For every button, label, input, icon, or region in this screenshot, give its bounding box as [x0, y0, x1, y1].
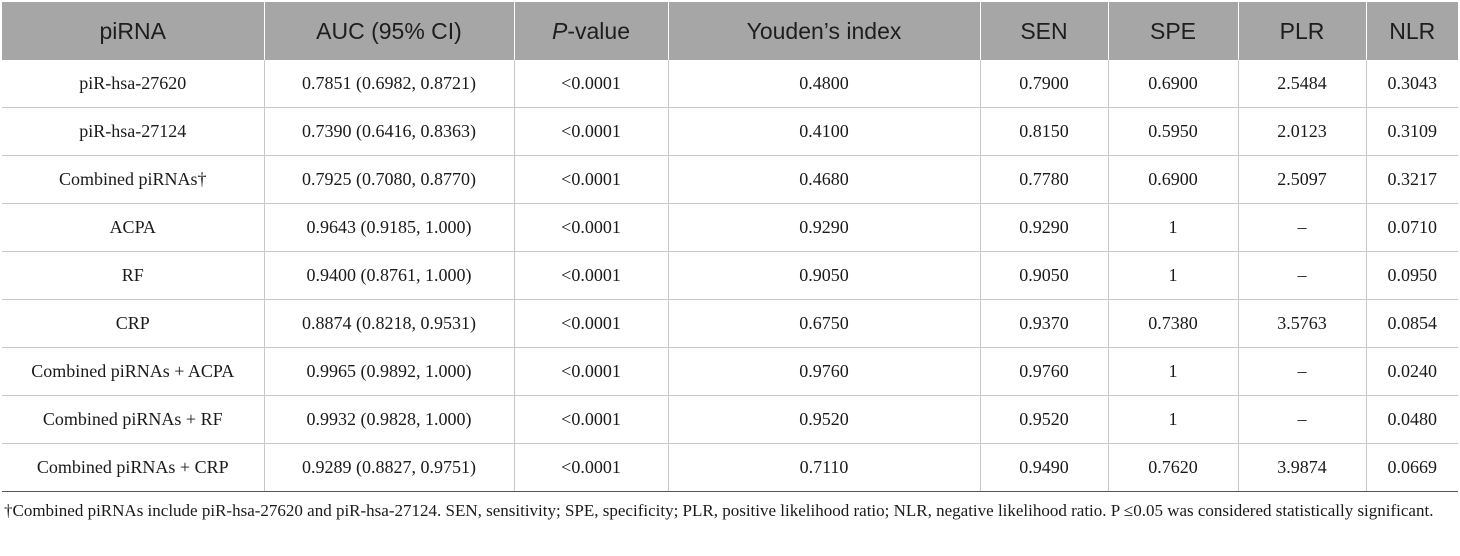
table-container: piRNA AUC (95% CI) P-value Youden’s inde… [2, 2, 1458, 522]
cell-pirna: Combined piRNAs† [2, 155, 264, 204]
cell-sen: 0.9520 [979, 395, 1108, 444]
table-body: piR-hsa-27620 0.7851 (0.6982, 0.8721) <0.0… [2, 60, 1458, 492]
cell-youden: 0.9520 [667, 395, 980, 444]
cell-spe: 1 [1107, 251, 1238, 300]
table-footnote: †Combined piRNAs include piR-hsa-27620 a… [4, 501, 1434, 520]
header-youden: Youden’s index [667, 2, 980, 60]
cell-sen: 0.8150 [979, 107, 1108, 156]
table-row: ACPA 0.9643 (0.9185, 1.000) <0.0001 0.9290 0… [2, 203, 1458, 252]
cell-youden: 0.4680 [667, 155, 980, 204]
table-header-row: piRNA AUC (95% CI) P-value Youden’s inde… [2, 2, 1458, 60]
cell-auc: 0.9289 (0.8827, 0.9751) [263, 443, 514, 492]
cell-plr: 2.5484 [1237, 60, 1366, 108]
cell-spe: 0.7380 [1107, 299, 1238, 348]
cell-plr: – [1237, 347, 1366, 396]
cell-sen: 0.7900 [979, 60, 1108, 108]
table-row: Combined piRNAs† 0.7925 (0.7080, 0.8770) <… [2, 155, 1458, 204]
table-row: CRP 0.8874 (0.8218, 0.9531) <0.0001 0.6750 0… [2, 299, 1458, 348]
cell-plr: 2.0123 [1237, 107, 1366, 156]
cell-nlr: 0.0480 [1365, 395, 1458, 444]
cell-youden: 0.7110 [667, 443, 980, 492]
cell-sen: 0.9760 [979, 347, 1108, 396]
cell-youden: 0.9760 [667, 347, 980, 396]
cell-spe: 0.7620 [1107, 443, 1238, 492]
cell-plr: 2.5097 [1237, 155, 1366, 204]
cell-nlr: 0.0710 [1365, 203, 1458, 252]
header-pirna: piRNA [2, 2, 264, 60]
cell-auc: 0.9965 (0.9892, 1.000) [263, 347, 514, 396]
header-pvalue-rest: -value [567, 17, 630, 44]
cell-plr: – [1237, 203, 1366, 252]
header-sen: SEN [979, 2, 1108, 60]
cell-nlr: 0.0950 [1365, 251, 1458, 300]
cell-nlr: 0.0669 [1365, 443, 1458, 492]
cell-pvalue: <0.0001 [513, 60, 668, 108]
cell-pvalue: <0.0001 [513, 107, 668, 156]
results-table: piRNA AUC (95% CI) P-value Youden’s inde… [2, 2, 1458, 492]
cell-sen: 0.9290 [979, 203, 1108, 252]
cell-auc: 0.7925 (0.7080, 0.8770) [263, 155, 514, 204]
cell-nlr: 0.3109 [1365, 107, 1458, 156]
cell-sen: 0.9050 [979, 251, 1108, 300]
cell-plr: – [1237, 251, 1366, 300]
cell-auc: 0.9643 (0.9185, 1.000) [263, 203, 514, 252]
cell-sen: 0.9370 [979, 299, 1108, 348]
cell-youden: 0.4800 [667, 60, 980, 108]
cell-pirna: piR-hsa-27620 [2, 60, 264, 108]
table-row: piR-hsa-27620 0.7851 (0.6982, 0.8721) <0.0… [2, 60, 1458, 108]
cell-pvalue: <0.0001 [513, 299, 668, 348]
cell-pirna: ACPA [2, 203, 264, 252]
table-row: Combined piRNAs + CRP 0.9289 (0.8827, 0.9… [2, 443, 1458, 492]
cell-youden: 0.6750 [667, 299, 980, 348]
header-pvalue-p: P [552, 17, 568, 44]
cell-spe: 1 [1107, 203, 1238, 252]
table-row: Combined piRNAs + ACPA 0.9965 (0.9892, 1.… [2, 347, 1458, 396]
cell-pirna: piR-hsa-27124 [2, 107, 264, 156]
table-row: Combined piRNAs + RF 0.9932 (0.9828, 1.00… [2, 395, 1458, 444]
cell-youden: 0.9290 [667, 203, 980, 252]
header-spe: SPE [1107, 2, 1238, 60]
cell-nlr: 0.3043 [1365, 60, 1458, 108]
table-row: RF 0.9400 (0.8761, 1.000) <0.0001 0.9050 0.9… [2, 251, 1458, 300]
cell-auc: 0.9932 (0.9828, 1.000) [263, 395, 514, 444]
cell-spe: 1 [1107, 347, 1238, 396]
cell-youden: 0.4100 [667, 107, 980, 156]
cell-plr: – [1237, 395, 1366, 444]
cell-nlr: 0.0240 [1365, 347, 1458, 396]
cell-spe: 1 [1107, 395, 1238, 444]
cell-pvalue: <0.0001 [513, 395, 668, 444]
header-auc: AUC (95% CI) [263, 2, 514, 60]
cell-spe: 0.6900 [1107, 60, 1238, 108]
cell-auc: 0.9400 (0.8761, 1.000) [263, 251, 514, 300]
cell-pirna: Combined piRNAs + CRP [2, 443, 264, 492]
cell-pvalue: <0.0001 [513, 347, 668, 396]
cell-sen: 0.7780 [979, 155, 1108, 204]
header-nlr: NLR [1365, 2, 1458, 60]
cell-auc: 0.7390 (0.6416, 0.8363) [263, 107, 514, 156]
table-row: piR-hsa-27124 0.7390 (0.6416, 0.8363) <0.0… [2, 107, 1458, 156]
cell-plr: 3.5763 [1237, 299, 1366, 348]
cell-pirna: RF [2, 251, 264, 300]
header-plr: PLR [1237, 2, 1366, 60]
cell-auc: 0.7851 (0.6982, 0.8721) [263, 60, 514, 108]
cell-pirna: Combined piRNAs + ACPA [2, 347, 264, 396]
cell-plr: 3.9874 [1237, 443, 1366, 492]
cell-nlr: 0.0854 [1365, 299, 1458, 348]
cell-pvalue: <0.0001 [513, 155, 668, 204]
cell-pvalue: <0.0001 [513, 443, 668, 492]
header-pvalue: P-value [513, 2, 668, 60]
cell-auc: 0.8874 (0.8218, 0.9531) [263, 299, 514, 348]
cell-spe: 0.6900 [1107, 155, 1238, 204]
cell-youden: 0.9050 [667, 251, 980, 300]
cell-pvalue: <0.0001 [513, 203, 668, 252]
cell-nlr: 0.3217 [1365, 155, 1458, 204]
cell-sen: 0.9490 [979, 443, 1108, 492]
cell-spe: 0.5950 [1107, 107, 1238, 156]
cell-pirna: Combined piRNAs + RF [2, 395, 264, 444]
cell-pvalue: <0.0001 [513, 251, 668, 300]
cell-pirna: CRP [2, 299, 264, 348]
